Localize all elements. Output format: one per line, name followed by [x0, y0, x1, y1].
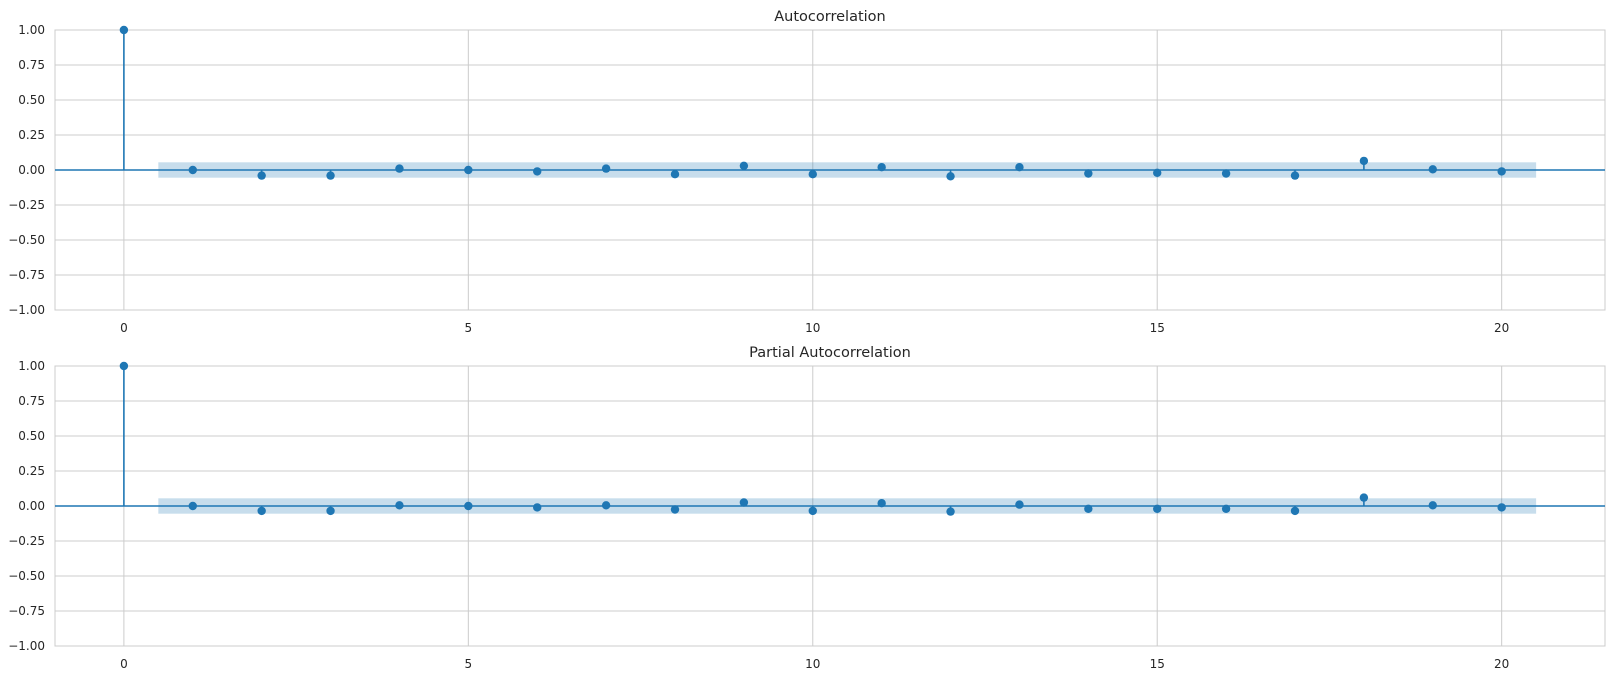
data-point — [739, 498, 749, 507]
data-point — [257, 506, 266, 516]
data-point — [670, 505, 680, 514]
data-point — [601, 164, 611, 173]
y-tick-label: −0.25 — [8, 534, 45, 548]
x-tick-label: 15 — [1150, 657, 1165, 671]
data-point — [946, 507, 955, 516]
y-tick-label: −0.50 — [8, 569, 45, 583]
data-point — [533, 167, 542, 176]
data-point — [1221, 169, 1231, 178]
partial-autocorrelation-panel: 1.00 0.75 0.50 0.25 0.00 −0.25 −0.50 −0.75 −1.00… — [8, 345, 1606, 671]
data-point — [1015, 500, 1024, 509]
y-tick-label: −1.00 — [8, 303, 45, 317]
x-tick-label: 15 — [1150, 321, 1165, 335]
data-point — [601, 501, 611, 510]
x-tick-label: 20 — [1494, 321, 1509, 335]
x-tick-label: 5 — [465, 657, 473, 671]
data-point — [395, 501, 404, 510]
autocorrelation-panel: 1.00 0.75 0.50 0.25 0.00 −0.25 −0.50 −0.75 −1.00… — [8, 9, 1606, 335]
data-point — [1290, 171, 1300, 180]
data-point — [326, 171, 335, 180]
data-point — [257, 171, 266, 180]
y-tick-label: 0.50 — [18, 93, 45, 107]
y-tick-label: 1.00 — [18, 23, 45, 37]
y-tick-label: 0.75 — [18, 394, 45, 408]
data-point — [877, 499, 886, 508]
data-point — [1428, 501, 1437, 510]
y-tick-label: 0.25 — [18, 128, 45, 142]
y-tick-label: 0.50 — [18, 429, 45, 443]
data-point — [464, 165, 473, 175]
data-point — [877, 163, 886, 172]
data-point — [1359, 156, 1369, 166]
y-tick-label: 0.25 — [18, 464, 45, 478]
chart-title: Partial Autocorrelation — [749, 345, 911, 361]
y-tick-label: 0.00 — [18, 163, 45, 177]
x-tick-label: 10 — [805, 657, 820, 671]
data-point — [1015, 163, 1024, 172]
data-point — [395, 164, 404, 173]
data-point — [188, 501, 197, 511]
y-tick-label: 0.00 — [18, 499, 45, 513]
data-point — [808, 170, 817, 179]
data-point — [533, 503, 542, 512]
x-tick-label: 0 — [120, 657, 128, 671]
y-tick-label: −1.00 — [8, 639, 45, 653]
data-point — [1428, 165, 1437, 174]
y-tick-label: −0.75 — [8, 604, 45, 618]
data-point — [1359, 493, 1369, 502]
chart-title: Autocorrelation — [774, 9, 885, 25]
x-tick-label: 20 — [1494, 657, 1509, 671]
data-point — [188, 165, 197, 175]
x-tick-label: 10 — [805, 321, 820, 335]
x-tick-label: 5 — [465, 321, 473, 335]
data-point — [808, 506, 817, 516]
data-point — [946, 172, 955, 181]
y-tick-label: −0.75 — [8, 268, 45, 282]
data-point — [739, 161, 749, 170]
data-point — [1290, 506, 1300, 516]
data-point — [119, 361, 129, 371]
data-point — [1497, 167, 1506, 176]
data-point — [1084, 169, 1093, 178]
data-point — [1497, 503, 1506, 512]
data-point — [1084, 504, 1093, 513]
data-point — [670, 170, 680, 179]
data-point — [1221, 504, 1231, 513]
x-tick-label: 0 — [120, 321, 128, 335]
data-point — [1153, 168, 1162, 177]
data-point — [119, 25, 129, 35]
data-point — [326, 506, 335, 516]
data-point — [1153, 504, 1162, 513]
y-tick-label: 0.75 — [18, 58, 45, 72]
y-tick-label: 1.00 — [18, 359, 45, 373]
data-point — [464, 501, 473, 511]
y-tick-label: −0.25 — [8, 198, 45, 212]
y-tick-label: −0.50 — [8, 233, 45, 247]
